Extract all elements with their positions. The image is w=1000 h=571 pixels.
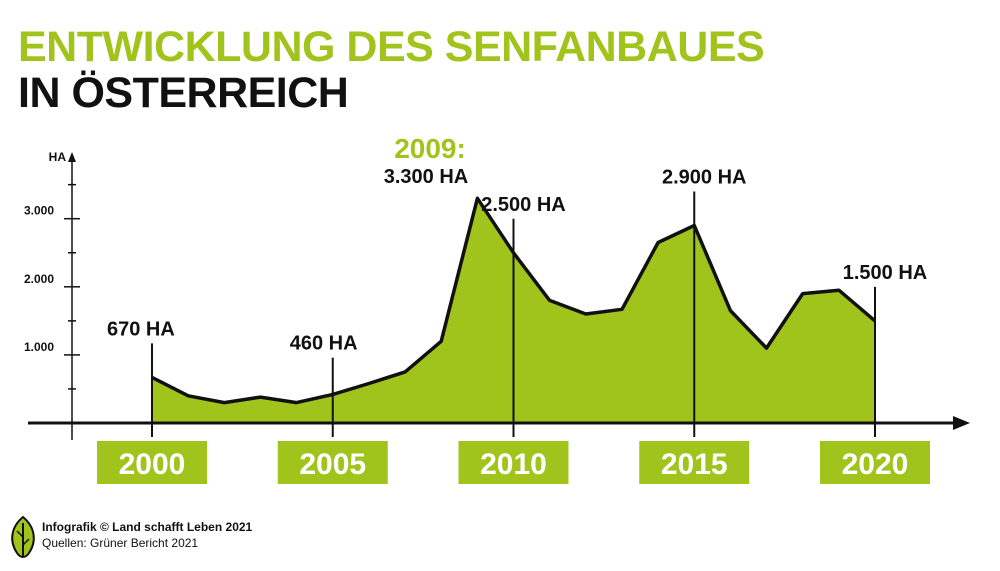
x-label-box xyxy=(820,441,930,484)
title-line-2: IN ÖSTERREICH xyxy=(18,69,349,117)
x-tick-label: 2010 xyxy=(480,448,547,481)
annotation-label: 2.900 HA xyxy=(662,167,747,189)
x-tick-label: 2005 xyxy=(299,448,366,481)
y-axis-label: HA xyxy=(49,150,67,164)
y-tick-label: 3.000 xyxy=(24,204,54,218)
annotation-title-2009: 2009: xyxy=(394,133,466,164)
y-tick-label: 1.000 xyxy=(24,340,54,354)
annotation-label: 3.300 HA xyxy=(384,166,469,188)
x-tick-label: 2015 xyxy=(661,448,728,481)
x-tick-label: 2020 xyxy=(842,448,909,481)
x-label-box xyxy=(277,441,388,484)
x-label-box xyxy=(458,441,569,484)
footer-source: Quellen: Grüner Bericht 2021 xyxy=(42,536,199,550)
annotation-label: 670 HA xyxy=(107,318,175,340)
leaf-logo-icon xyxy=(11,515,35,559)
y-axis-arrow-icon xyxy=(68,152,76,162)
y-tick-label: 2.000 xyxy=(24,272,54,286)
annotation-label: 1.500 HA xyxy=(843,262,928,284)
x-tick-label: 2000 xyxy=(119,448,186,481)
x-label-box xyxy=(639,441,750,484)
x-label-box xyxy=(97,441,207,484)
annotation-label: 2.500 HA xyxy=(481,194,566,216)
footer-credit: Infografik © Land schafft Leben 2021 xyxy=(42,520,253,534)
footer: Infografik © Land schafft Leben 2021 Que… xyxy=(42,519,252,551)
x-axis-arrow-icon xyxy=(953,416,970,430)
annotation-label: 460 HA xyxy=(290,333,358,355)
title-line-1: ENTWICKLUNG DES SENFANBAUES xyxy=(18,23,765,71)
